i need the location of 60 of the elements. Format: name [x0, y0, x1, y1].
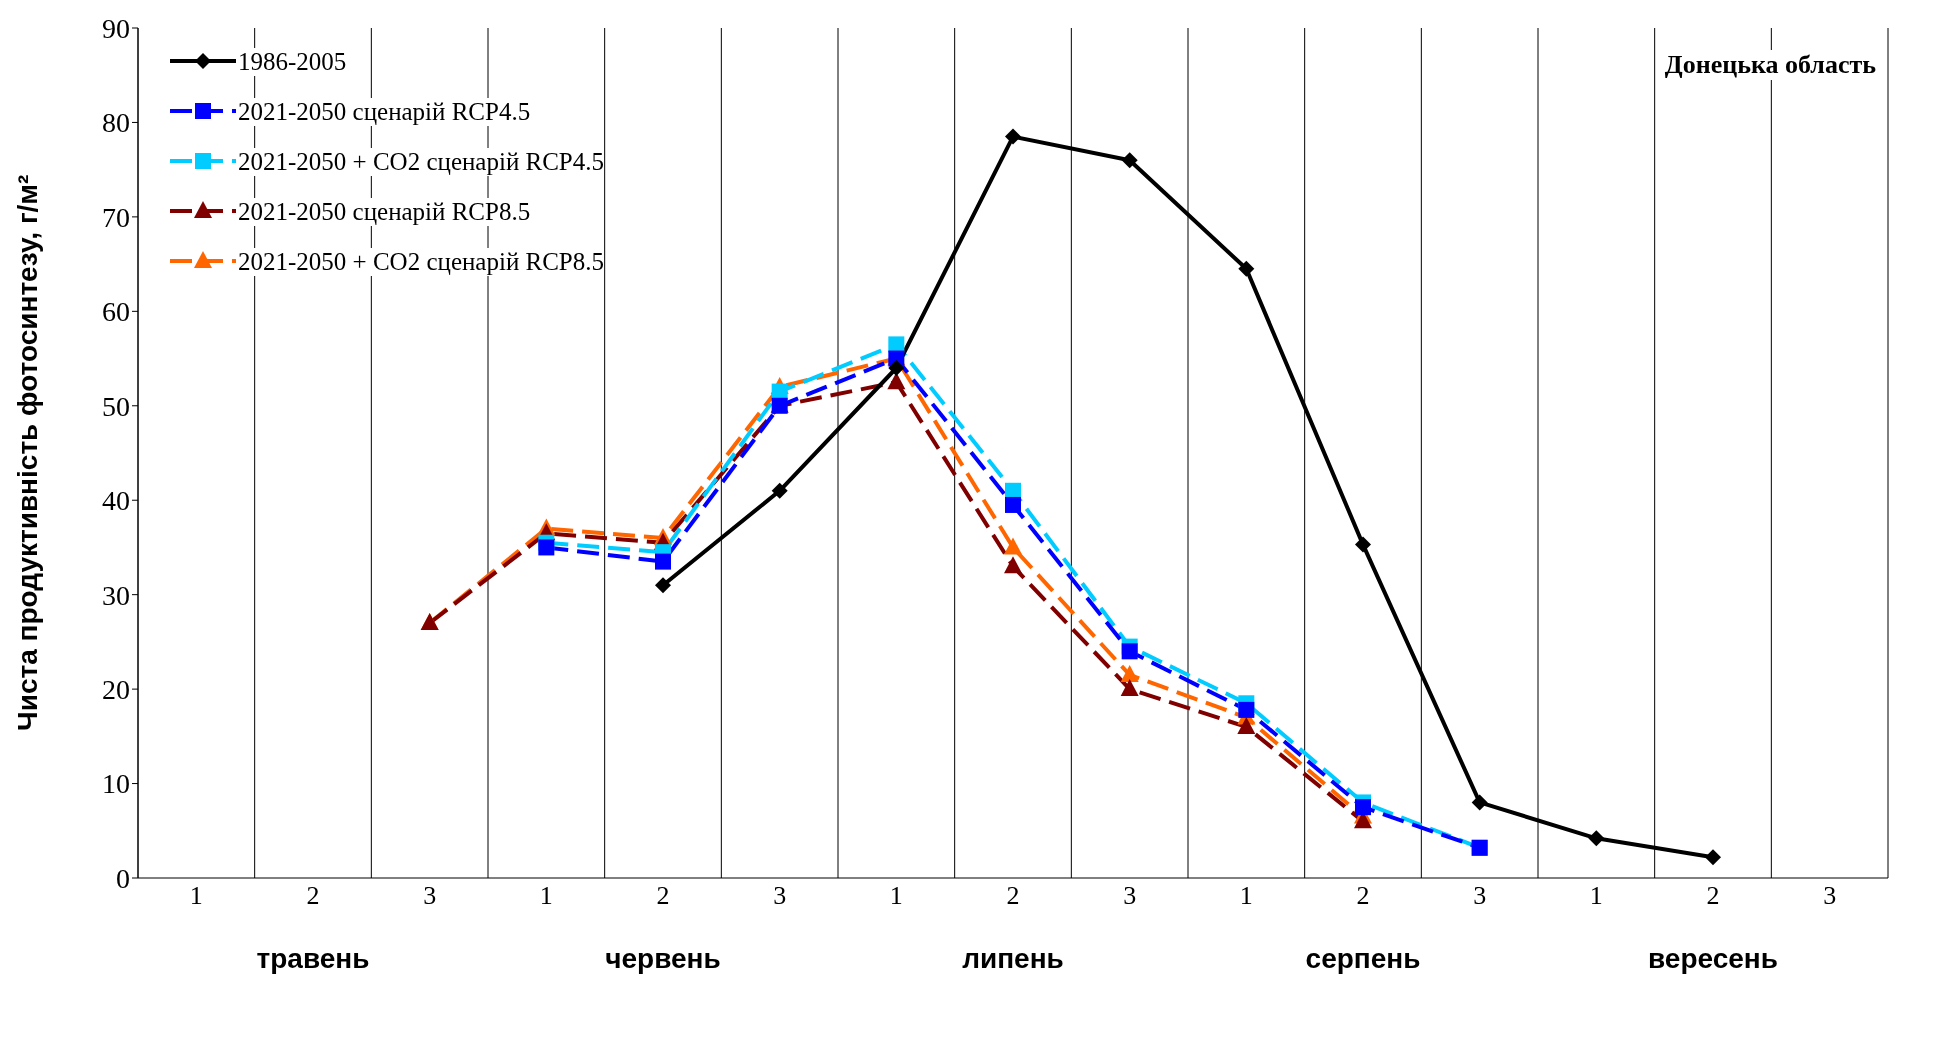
x-tick-label: 1 — [1589, 881, 1603, 911]
x-tick-label: 3 — [1823, 881, 1837, 911]
y-tick-label: 10 — [102, 768, 130, 800]
x-tick-label: 2 — [1356, 881, 1370, 911]
y-axis-title: Чиста продуктивність фотосинтезу, г/м² — [12, 173, 44, 734]
point — [888, 360, 905, 376]
point — [1121, 152, 1138, 169]
text: Донецька область — [1660, 50, 1880, 80]
x-tick-label: 2 — [1706, 881, 1720, 911]
x-tick-label: 1 — [889, 881, 903, 911]
y-tick-label: 60 — [102, 296, 130, 328]
point — [1705, 849, 1721, 866]
point — [888, 336, 905, 353]
point — [1238, 260, 1255, 277]
x-tick-label: 1 — [539, 881, 553, 911]
point — [1120, 679, 1139, 697]
point — [655, 553, 671, 570]
x-tick-label: 2 — [656, 881, 670, 911]
point — [1237, 716, 1256, 734]
text: вересень — [1647, 943, 1779, 975]
point — [887, 372, 906, 390]
point — [771, 482, 788, 499]
text: червень — [604, 943, 722, 975]
point — [1121, 643, 1138, 660]
y-tick-label: 50 — [102, 390, 130, 422]
point — [1004, 537, 1022, 555]
y-tick-label: 30 — [102, 579, 130, 611]
point — [1005, 128, 1021, 145]
point — [1238, 701, 1255, 718]
text: серпень — [1304, 943, 1422, 975]
text: травень — [255, 943, 371, 975]
point — [1355, 536, 1371, 553]
x-tick-label: 3 — [1123, 881, 1137, 911]
y-tick-label: 40 — [102, 485, 130, 517]
x-tick-label: 1 — [189, 881, 203, 911]
x-tick-label: 2 — [306, 881, 320, 911]
legend-label: 2021-2050 + CO2 сценарій RCP4.5 — [238, 148, 605, 176]
legend-label: 1986-2005 — [238, 48, 347, 76]
y-tick-label: 80 — [102, 107, 130, 139]
legend-label: 2021-2050 сценарій RCP8.5 — [238, 198, 531, 226]
y-tick-label: 70 — [102, 201, 130, 233]
point — [1120, 664, 1139, 682]
y-tick-label: 0 — [116, 862, 130, 894]
x-tick-label: 3 — [423, 881, 437, 911]
point — [1355, 799, 1371, 816]
point — [1588, 830, 1605, 847]
legend-label: 2021-2050 + CO2 сценарій RCP8.5 — [238, 248, 605, 276]
point — [538, 539, 555, 556]
x-tick-label: 3 — [773, 881, 787, 911]
point — [1005, 496, 1021, 513]
x-tick-label: 1 — [1239, 881, 1253, 911]
point — [655, 577, 671, 594]
text: липень — [961, 943, 1065, 975]
y-tick-label: 90 — [102, 12, 130, 44]
point — [1004, 556, 1022, 574]
y-tick-label: 20 — [102, 674, 130, 706]
legend-label: 2021-2050 сценарій RCP4.5 — [238, 98, 531, 126]
x-tick-label: 3 — [1473, 881, 1487, 911]
point — [1471, 794, 1488, 811]
x-tick-label: 2 — [1006, 881, 1020, 911]
